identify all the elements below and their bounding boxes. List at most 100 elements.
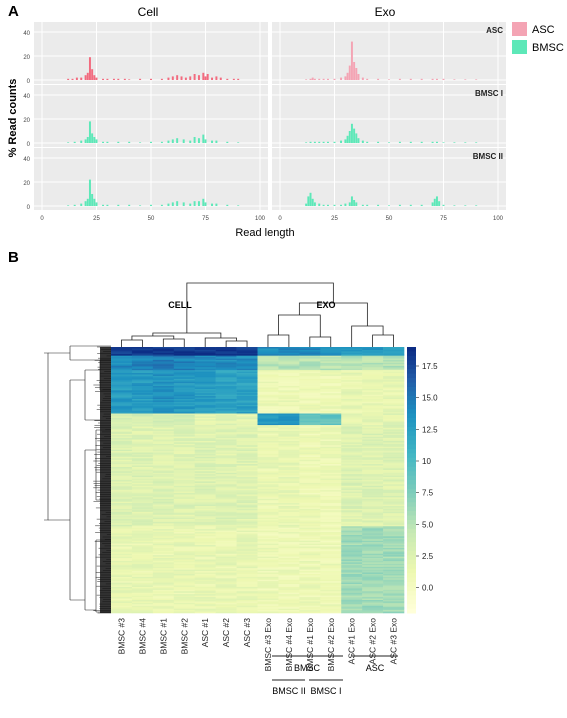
heatmap-cell: [215, 362, 237, 365]
heatmap-cell: [341, 446, 363, 449]
heatmap-cell: [173, 588, 196, 591]
heatmap-cell: [236, 462, 258, 465]
heatmap-cell: [299, 432, 321, 435]
heatmap-cell: [299, 521, 321, 524]
colorbar-segment: [407, 555, 416, 561]
histogram-bar: [95, 139, 98, 143]
heatmap-cell: [152, 409, 175, 411]
heatmap-cell: [257, 469, 279, 472]
heatmap-cell: [383, 378, 405, 381]
heatmap-cell: [111, 516, 133, 518]
heatmap-cell: [131, 373, 154, 375]
heatmap-cell: [383, 537, 405, 540]
heatmap-cell: [362, 568, 384, 570]
heatmap-cell: [215, 423, 237, 426]
heatmap-cell: [131, 582, 154, 585]
histogram-bar: [464, 205, 467, 206]
heatmap-cell: [257, 560, 279, 563]
histogram-bar: [353, 62, 356, 80]
heatmap-cell: [278, 526, 300, 529]
heatmap-cell: [320, 555, 342, 557]
heatmap-cell: [173, 605, 196, 608]
heatmap-cell: [194, 599, 216, 602]
heatmap-cell: [215, 559, 237, 562]
heatmap-cell: [131, 435, 154, 437]
heatmap-cell: [299, 524, 321, 527]
heatmap-cell: [131, 354, 154, 356]
heatmap-cell: [173, 387, 196, 390]
heatmap-cell: [278, 348, 300, 351]
heatmap-cell: [320, 474, 342, 476]
y-tick-label: 0: [27, 205, 31, 211]
heatmap-cell: [111, 588, 133, 591]
heatmap-cell: [383, 456, 405, 459]
heatmap-cell: [341, 532, 363, 534]
heatmap-cell: [194, 355, 216, 358]
heatmap-cell: [131, 414, 154, 417]
heatmap-cell: [236, 362, 258, 365]
heatmap-cell: [299, 579, 321, 582]
heatmap-cell: [131, 506, 154, 508]
heatmap-cell: [383, 521, 405, 524]
dendrogram-link: [162, 338, 185, 347]
heatmap-cell: [236, 511, 258, 514]
heatmap-cell: [383, 354, 405, 356]
heatmap-cell: [173, 420, 196, 423]
heatmap-cell: [131, 432, 154, 435]
heatmap-cell: [131, 592, 154, 595]
heatmap-cell: [111, 377, 133, 380]
heatmap-cell: [362, 477, 384, 479]
histogram-bar: [88, 57, 91, 80]
dendrogram-link: [204, 337, 237, 347]
heatmap-cell: [215, 578, 237, 581]
heatmap-cell: [131, 608, 154, 611]
heatmap-cell: [194, 417, 216, 420]
heatmap-cell: [152, 508, 175, 511]
heatmap-cell: [383, 355, 405, 358]
heatmap-cell: [341, 506, 363, 508]
heatmap-cell: [383, 584, 405, 586]
heatmap-cell: [111, 546, 133, 549]
heatmap-cell: [383, 604, 405, 607]
heatmap-cell: [257, 475, 279, 478]
heatmap-cell: [383, 358, 405, 361]
heatmap-cell: [299, 592, 321, 595]
x-tick-label: 100: [255, 216, 266, 222]
histogram-bar: [189, 76, 192, 80]
heatmap-cell: [341, 485, 363, 488]
heatmap-cell: [131, 599, 154, 602]
heatmap-cell: [257, 419, 279, 422]
heatmap-cell: [236, 481, 258, 484]
heatmap-cell: [320, 611, 342, 614]
heatmap-cell: [278, 459, 300, 462]
heatmap-cell: [131, 433, 154, 436]
heatmap-cell: [299, 394, 321, 397]
heatmap-cell: [236, 364, 258, 367]
heatmap-cell: [215, 449, 237, 452]
heatmap-cell: [320, 373, 342, 375]
bracket-bmsc-label: BMSC: [294, 663, 321, 673]
heatmap-cell: [278, 361, 300, 364]
heatmap-cell: [111, 403, 133, 406]
heatmap-cell: [236, 387, 258, 390]
heatmap-cell: [278, 584, 300, 586]
heatmap-cell: [173, 563, 196, 566]
histogram-bar: [106, 204, 109, 206]
heatmap-cell: [131, 370, 154, 372]
heatmap-cell: [362, 354, 384, 356]
histogram-bar: [93, 75, 96, 80]
heatmap-cell: [320, 529, 342, 531]
histogram-bar: [204, 202, 207, 206]
histogram-bar: [150, 78, 152, 80]
heatmap-cell: [299, 543, 321, 546]
heatmap-cell: [299, 388, 321, 391]
heatmap-cell: [215, 493, 237, 495]
heatmap-cell: [236, 608, 258, 611]
heatmap-cell: [152, 581, 175, 583]
heatmap-cell: [131, 536, 154, 539]
heatmap-cell: [215, 533, 237, 536]
heatmap-cell: [278, 465, 300, 468]
heatmap-cell: [215, 409, 237, 411]
heatmap-cell: [236, 440, 258, 443]
heatmap-cell: [173, 407, 196, 410]
